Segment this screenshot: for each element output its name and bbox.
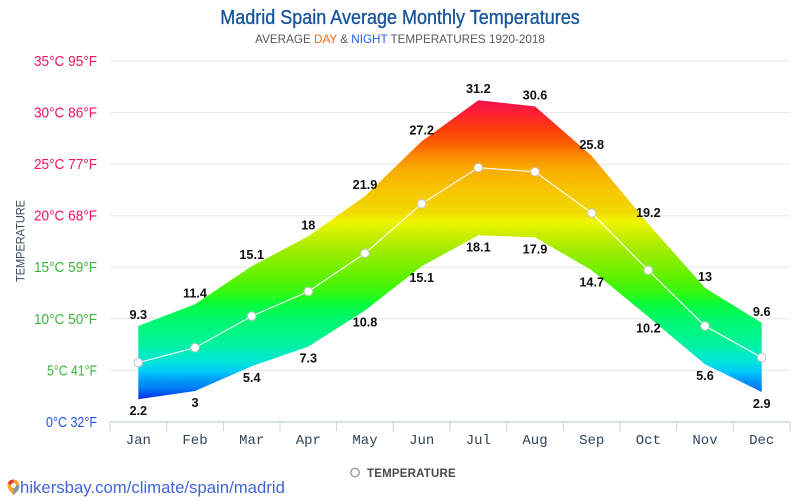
svg-text:Sep: Sep: [579, 433, 604, 449]
svg-text:10.2: 10.2: [636, 322, 661, 336]
svg-text:10.8: 10.8: [353, 316, 378, 330]
svg-text:18: 18: [301, 218, 315, 232]
svg-text:17.9: 17.9: [523, 242, 548, 256]
svg-text:3: 3: [191, 396, 198, 410]
svg-text:25.8: 25.8: [579, 138, 604, 152]
svg-text:27.2: 27.2: [409, 123, 434, 137]
svg-text:30°C 86°F: 30°C 86°F: [34, 105, 97, 122]
svg-text:2.9: 2.9: [753, 397, 771, 411]
svg-text:13: 13: [698, 270, 712, 284]
svg-text:7.3: 7.3: [299, 352, 317, 366]
svg-text:Dec: Dec: [749, 433, 774, 449]
svg-text:2.2: 2.2: [129, 404, 147, 418]
svg-text:18.1: 18.1: [466, 240, 491, 254]
svg-text:Nov: Nov: [692, 433, 717, 449]
svg-text:0°C 32°F: 0°C 32°F: [46, 414, 97, 431]
svg-text:TEMPERATURE: TEMPERATURE: [367, 468, 456, 480]
svg-text:21.9: 21.9: [353, 178, 378, 192]
svg-text:30.6: 30.6: [523, 88, 548, 102]
svg-text:9.6: 9.6: [753, 305, 771, 319]
svg-text:Feb: Feb: [182, 433, 207, 449]
svg-text:31.2: 31.2: [466, 82, 491, 96]
svg-text:35°C 95°F: 35°C 95°F: [34, 53, 97, 70]
svg-text:19.2: 19.2: [636, 206, 661, 220]
svg-text:May: May: [352, 433, 377, 449]
svg-text:Apr: Apr: [296, 433, 321, 449]
svg-text:25°C 77°F: 25°C 77°F: [34, 156, 97, 173]
svg-text:Oct: Oct: [636, 433, 661, 449]
svg-text:5°C 41°F: 5°C 41°F: [47, 362, 97, 379]
svg-text:Aug: Aug: [522, 433, 547, 449]
svg-text:5.4: 5.4: [243, 371, 261, 385]
svg-text:15.1: 15.1: [239, 248, 264, 262]
svg-text:15.1: 15.1: [409, 271, 434, 285]
svg-text:Mar: Mar: [239, 433, 264, 449]
svg-text:15°C 59°F: 15°C 59°F: [34, 259, 97, 276]
svg-text:10°C 50°F: 10°C 50°F: [34, 311, 97, 328]
svg-text:5.6: 5.6: [696, 369, 714, 383]
svg-text:20°C 68°F: 20°C 68°F: [34, 208, 97, 225]
svg-text:Jan: Jan: [126, 433, 151, 449]
svg-text:Jul: Jul: [466, 433, 491, 449]
svg-text:TEMPERATURE: TEMPERATURE: [14, 200, 28, 282]
svg-text:14.7: 14.7: [579, 275, 604, 289]
svg-text:11.4: 11.4: [183, 286, 207, 300]
svg-text:9.3: 9.3: [129, 308, 147, 322]
svg-text:Jun: Jun: [409, 433, 434, 449]
